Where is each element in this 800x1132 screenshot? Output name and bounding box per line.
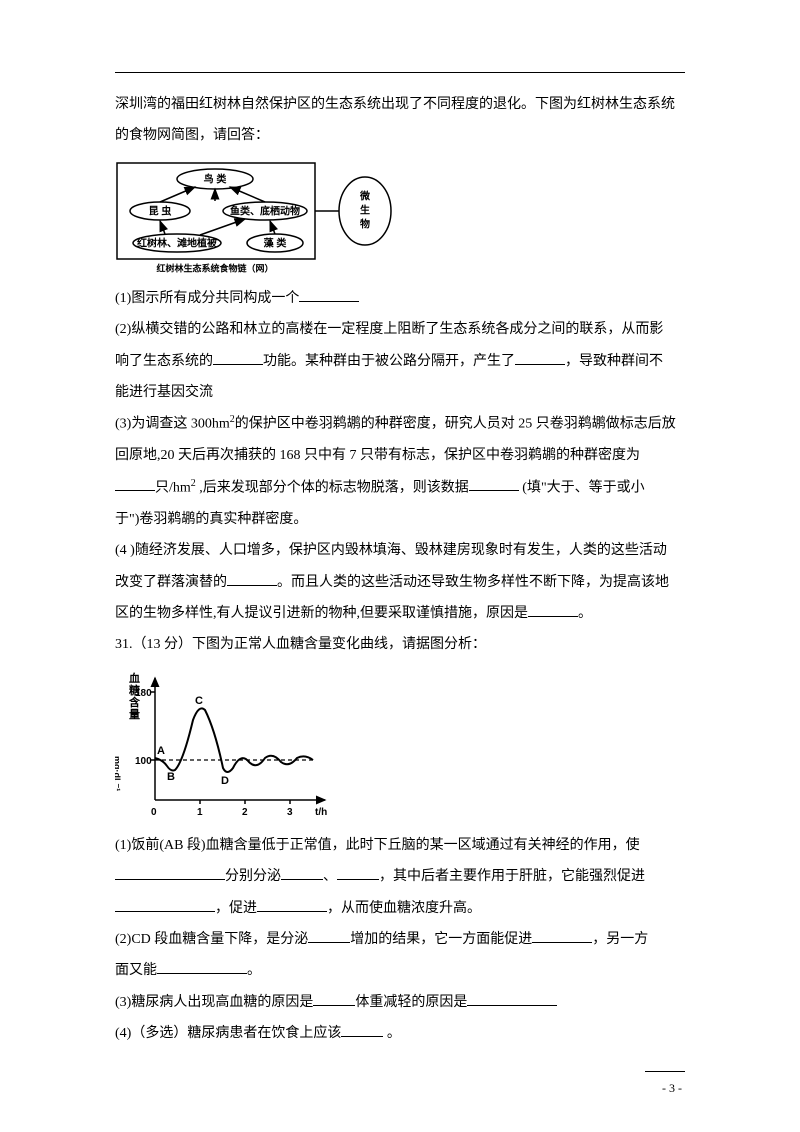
q31-1c: ，促进，从而使血糖浓度升高。 xyxy=(115,894,685,923)
foodweb-caption: 红树林生态系统食物链（网） xyxy=(156,262,273,273)
page-content: 深圳湾的福田红树林自然保护区的生态系统出现了不同程度的退化。下图为红树林生态系统… xyxy=(0,0,800,1091)
node-fish: 鱼类、底栖动物 xyxy=(230,204,300,217)
svg-text:0: 0 xyxy=(151,807,157,818)
q31-title: 31.（13 分）下图为正常人血糖含量变化曲线，请据图分析： xyxy=(115,630,685,659)
node-microbe-2: 生 xyxy=(360,203,370,216)
blood-sugar-chart: 血 糖 含 量 mg·dL⁻¹ 180 100 1 2 3 0 t/h A B … xyxy=(115,670,335,820)
svg-text:B: B xyxy=(167,771,175,783)
node-mangrove: 红树林、滩地植被 xyxy=(137,236,218,249)
node-bird: 鸟 类 xyxy=(204,172,227,185)
node-insect: 昆 虫 xyxy=(149,204,172,217)
node-microbe-1: 微 xyxy=(359,189,371,202)
svg-text:mg·dL⁻¹: mg·dL⁻¹ xyxy=(115,756,122,791)
q30-4b: 改变了群落演替的。而且人类的这些活动还导致生物多样性不断下降，为提高该地 xyxy=(115,568,685,597)
intro-line2: 的食物网简图，请回答： xyxy=(115,121,685,150)
q30-4a: (4 )随经济发展、人口增多，保护区内毁林填海、毁林建房现象时有发生，人类的这些… xyxy=(115,536,685,565)
q31-2b: 面又能。 xyxy=(115,956,685,985)
q30-3b: 回原地,20 天后再次捕获的 168 只中有 7 只带有标志，保护区中卷羽鹈鹕的… xyxy=(115,441,685,470)
page-number: - 3 - xyxy=(662,1081,682,1096)
svg-text:100: 100 xyxy=(135,756,152,767)
q30-2c: 能进行基因交流 xyxy=(115,378,685,407)
node-microbe-3: 物 xyxy=(360,217,370,230)
svg-text:D: D xyxy=(221,775,229,787)
q30-1: (1)图示所有成分共同构成一个 xyxy=(115,284,685,313)
q30-2a: (2)纵横交错的公路和林立的高楼在一定程度上阻断了生态系统各成分之间的联系，从而… xyxy=(115,315,685,344)
intro-line1: 深圳湾的福田红树林自然保护区的生态系统出现了不同程度的退化。下图为红树林生态系统 xyxy=(115,90,685,119)
q30-2b: 响了生态系统的功能。某种群由于被公路分隔开，产生了，导致种群间不 xyxy=(115,347,685,376)
svg-text:2: 2 xyxy=(242,807,248,818)
q30-3a: (3)为调查这 300hm2的保护区中卷羽鹈鹕的种群密度，研究人员对 25 只卷… xyxy=(115,409,685,439)
svg-text:血: 血 xyxy=(129,671,140,685)
svg-text:A: A xyxy=(157,745,165,757)
q31-3: (3)糖尿病人出现高血糖的原因是体重减轻的原因是 xyxy=(115,988,685,1017)
q31-1b: 分别分泌、，其中后者主要作用于肝脏，它能强烈促进 xyxy=(115,862,685,891)
q30-3d: 于")卷羽鹈鹕的真实种群密度。 xyxy=(115,505,685,534)
svg-text:量: 量 xyxy=(129,708,140,721)
header-rule xyxy=(115,72,685,73)
foodweb-diagram: 鸟 类 昆 虫 鱼类、底栖动物 红树林、滩地植被 藻 类 微 生 物 红树林生态… xyxy=(115,161,405,273)
svg-text:t/h: t/h xyxy=(315,807,327,818)
svg-text:180: 180 xyxy=(135,688,152,699)
svg-text:3: 3 xyxy=(287,807,293,818)
q31-1a: (1)饭前(AB 段)血糖含量低于正常值，此时下丘脑的某一区域通过有关神经的作用… xyxy=(115,831,685,860)
node-algae: 藻 类 xyxy=(264,236,287,249)
q30-3c: 只/hm2 ,后来发现部分个体的标志物脱落，则该数据 (填"大于、等于或小 xyxy=(115,473,685,503)
svg-text:C: C xyxy=(195,695,203,707)
q31-4: (4)（多选）糖尿病患者在饮食上应该 。 xyxy=(115,1019,685,1048)
q31-2a: (2)CD 段血糖含量下降，是分泌增加的结果，它一方面能促进，另一方 xyxy=(115,925,685,954)
svg-text:1: 1 xyxy=(197,807,203,818)
footer-rule xyxy=(645,1071,685,1072)
q30-4c: 区的生物多样性,有人提议引进新的物种,但要采取谨慎措施，原因是。 xyxy=(115,599,685,628)
